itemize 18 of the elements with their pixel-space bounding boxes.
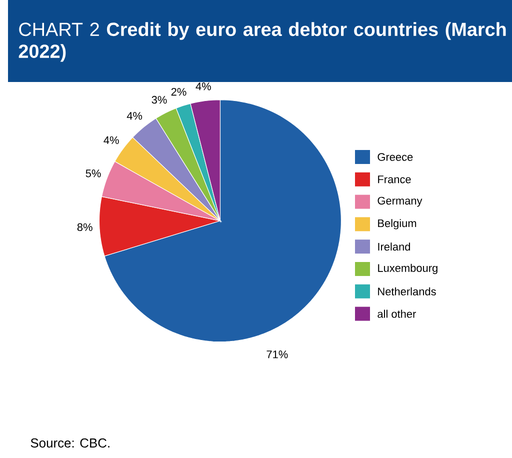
- data-label: 4%: [104, 136, 119, 144]
- legend-label: Ireland: [378, 242, 410, 251]
- data-label: 3%: [152, 96, 167, 104]
- legend-label: Luxembourg: [378, 264, 438, 274]
- data-label: 4%: [126, 112, 142, 120]
- legend-label: all other: [378, 310, 416, 318]
- data-label: 4%: [196, 82, 211, 90]
- legend-label: Germany: [378, 196, 422, 207]
- data-label: 5%: [86, 170, 101, 178]
- legend-label: Netherlands: [378, 287, 436, 296]
- chart-title: CHART 2 Credit by euro area debtor countries (March 2022): [18, 22, 506, 62]
- data-label: 2%: [171, 88, 186, 96]
- legend-label: France: [378, 176, 411, 184]
- legend-label: Belgium: [378, 219, 416, 230]
- source-note: Source: CBC.: [30, 438, 110, 448]
- legend-label: Greece: [378, 153, 413, 161]
- data-label: 71%: [266, 350, 288, 358]
- data-label: 8%: [77, 223, 92, 232]
